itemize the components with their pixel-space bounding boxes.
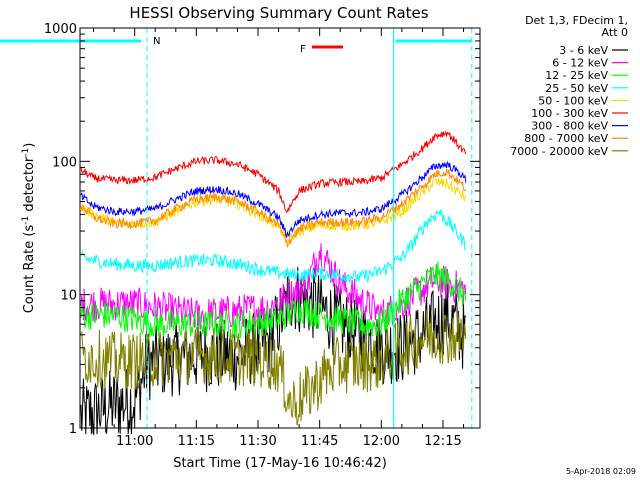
x-tick-label-3: 11:45 (301, 434, 338, 449)
x-tick-label-5: 12:15 (424, 434, 461, 449)
series-group (80, 130, 467, 436)
series-line-2 (80, 261, 467, 339)
y-label-mid: detector (22, 156, 37, 216)
plot-frame (79, 27, 481, 429)
legend-label-6: 300 - 800 keV (531, 120, 608, 133)
y-label-main: Count Rate (s (22, 225, 37, 314)
x-axis-ticks: 11:00 11:15 11:30 11:45 12:00 12:15 (93, 28, 465, 449)
x-axis-label: Start Time (17-May-16 10:46:42) (173, 456, 387, 471)
x-tick-label-2: 11:30 (239, 434, 276, 449)
y-tick-label-2: 100 (52, 155, 77, 170)
y-label-end: ) (22, 143, 37, 148)
legend-header-line1: Det 1,3, FDecim 1, (525, 14, 628, 27)
series-line-8 (80, 310, 467, 426)
y-axis-ticks: 1 10 100 1000 (44, 22, 480, 437)
legend-label-4: 50 - 100 keV (538, 94, 608, 107)
x-tick-label-4: 12:00 (363, 434, 400, 449)
night-label: N (153, 36, 160, 47)
y-label-sup1: -1 (21, 216, 31, 225)
legend-label-5: 100 - 300 keV (531, 107, 608, 120)
y-label-sup2: -1 (21, 148, 31, 157)
series-line-7 (80, 168, 467, 248)
flare-label: F (300, 44, 306, 55)
chart-title: HESSI Observing Summary Count Rates (129, 4, 428, 22)
legend-label-0: 3 - 6 keV (559, 44, 608, 57)
series-line-1 (80, 243, 467, 331)
series-line-6 (80, 160, 467, 238)
x-tick-label-0: 11:00 (116, 434, 153, 449)
legend-label-7: 800 - 7000 keV (524, 132, 608, 145)
series-line-3 (80, 209, 467, 284)
legend-header-line2: Att 0 (602, 26, 628, 39)
y-tick-label-3: 1000 (44, 22, 77, 37)
legend-label-8: 7000 - 20000 keV (510, 145, 608, 158)
y-axis-label: Count Rate (s-1 detector-1) (21, 143, 37, 314)
legend-label-2: 12 - 25 keV (545, 69, 608, 82)
y-tick-label-1: 10 (60, 289, 77, 304)
legend-label-3: 25 - 50 keV (545, 82, 608, 95)
x-tick-label-1: 11:15 (178, 434, 215, 449)
timestamp: 5-Apr-2018 02:09 (566, 467, 636, 476)
series-line-4 (80, 177, 467, 244)
series-line-5 (80, 130, 467, 214)
annotation-group: NF (0, 28, 473, 428)
y-tick-label-0: 1 (69, 422, 77, 437)
legend-label-1: 6 - 12 keV (552, 57, 608, 70)
